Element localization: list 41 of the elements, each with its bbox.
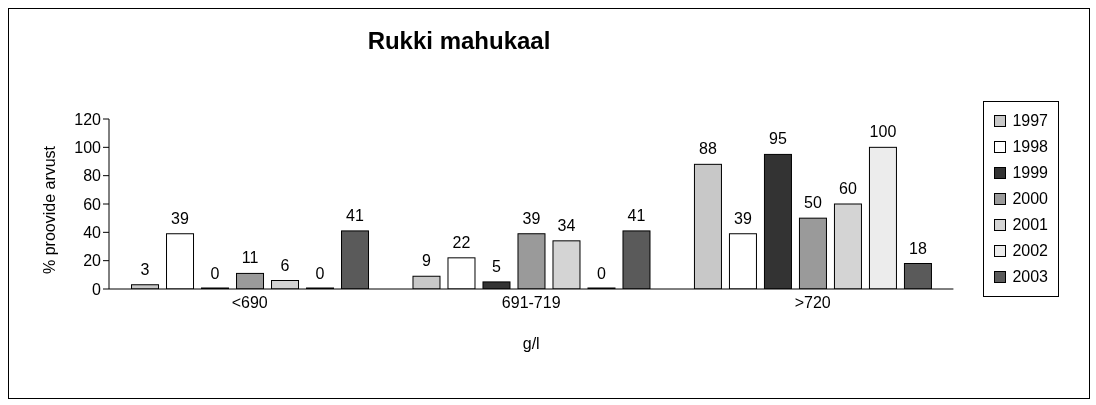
data-label: 11 [241,249,259,267]
data-label: 0 [210,265,220,282]
data-label: 39 [522,209,541,227]
y-tick-label: 100 [74,139,102,157]
data-label: 41 [346,206,365,224]
data-label: 50 [804,194,822,212]
legend-label: 1998 [1012,137,1048,157]
y-tick-label: 80 [83,167,102,185]
y-tick-label: 120 [74,110,102,128]
data-label: 6 [280,256,290,274]
legend-label: 2001 [1012,215,1048,235]
data-label: 39 [734,209,752,227]
data-label: 0 [597,265,607,282]
chart-title: Rukki mahukaal [366,27,552,55]
x-tick-label: 691-719 [501,294,561,312]
y-tick-label: 60 [83,195,102,213]
y-tick-label: 0 [92,280,102,298]
legend-label: 2000 [1012,189,1048,209]
legend-label: 2003 [1012,267,1048,287]
data-label: 3 [140,260,150,278]
data-label: 60 [839,180,857,197]
y-tick-label: 20 [83,252,102,270]
data-label: 100 [869,123,897,141]
legend-label: 2002 [1012,241,1048,261]
data-label: 39 [171,209,190,227]
x-tick-label: <690 [231,294,268,312]
data-label: 88 [699,140,717,158]
data-label: 18 [909,239,927,257]
y-axis-title: % proovide arvust [40,145,58,274]
data-label: 22 [452,233,471,251]
y-tick-label: 40 [83,224,102,242]
data-label: 9 [422,252,432,270]
data-label: 95 [769,130,787,148]
legend-label: 1999 [1012,163,1048,183]
data-label: 34 [557,216,576,234]
data-label: 41 [627,206,646,224]
x-tick-label: >720 [794,294,831,312]
data-label: 5 [492,257,502,275]
data-label: 0 [315,265,325,282]
x-axis-title: g/l [522,335,540,352]
legend-label: 1997 [1012,111,1048,131]
